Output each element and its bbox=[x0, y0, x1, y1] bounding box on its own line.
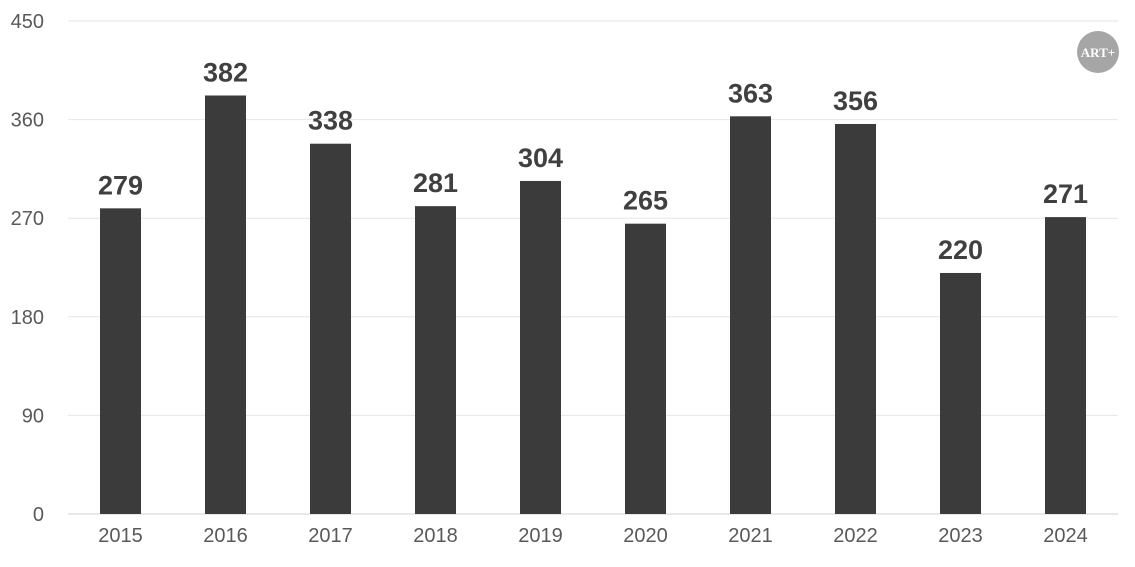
bar-2016 bbox=[205, 95, 246, 515]
y-tick-label: 90 bbox=[22, 405, 44, 427]
bar-2015 bbox=[100, 208, 141, 514]
data-label: 304 bbox=[518, 143, 563, 173]
bar-2022 bbox=[835, 123, 876, 514]
x-tick-label: 2018 bbox=[413, 525, 458, 547]
bars bbox=[100, 95, 1086, 515]
data-label: 338 bbox=[308, 106, 353, 136]
logo-circle bbox=[1077, 31, 1119, 73]
data-label: 363 bbox=[728, 78, 773, 108]
x-tick-label: 2019 bbox=[518, 525, 563, 547]
y-tick-label: 0 bbox=[33, 504, 44, 526]
x-tick-label: 2023 bbox=[938, 525, 983, 547]
x-axis-ticks: 2015 2016 2017 2018 2019 2020 2021 2022 2023 2024 bbox=[98, 525, 1088, 547]
x-tick-label: 2017 bbox=[308, 525, 353, 547]
art-plus-logo: ART+ bbox=[1077, 31, 1119, 73]
data-label: 265 bbox=[623, 186, 668, 216]
data-label: 220 bbox=[938, 235, 983, 265]
x-tick-label: 2024 bbox=[1043, 525, 1088, 547]
bar-2023 bbox=[940, 272, 981, 514]
data-label: 356 bbox=[833, 86, 878, 116]
y-tick-label: 360 bbox=[11, 110, 44, 132]
y-tick-label: 450 bbox=[11, 11, 44, 33]
y-axis-ticks: 0 90 180 270 360 450 bbox=[11, 11, 44, 526]
x-tick-label: 2016 bbox=[203, 525, 248, 547]
data-label: 279 bbox=[98, 170, 143, 200]
bar-2024 bbox=[1045, 217, 1086, 515]
y-tick-label: 270 bbox=[11, 208, 44, 230]
x-tick-label: 2022 bbox=[833, 525, 878, 547]
data-label: 271 bbox=[1043, 179, 1088, 209]
data-label: 382 bbox=[203, 57, 248, 87]
logo-text: ART+ bbox=[1081, 45, 1115, 60]
x-tick-label: 2020 bbox=[623, 525, 668, 547]
data-labels: 279 382 338 281 304 265 363 356 220 271 bbox=[98, 57, 1088, 264]
bar-2018 bbox=[415, 206, 456, 514]
bar-2017 bbox=[310, 143, 351, 515]
bar-2021 bbox=[730, 116, 771, 515]
y-tick-label: 180 bbox=[11, 307, 44, 329]
bar-2019 bbox=[520, 180, 561, 514]
bar-2020 bbox=[625, 223, 666, 514]
x-tick-label: 2015 bbox=[98, 525, 143, 547]
x-tick-label: 2021 bbox=[728, 525, 773, 547]
data-label: 281 bbox=[413, 168, 458, 198]
